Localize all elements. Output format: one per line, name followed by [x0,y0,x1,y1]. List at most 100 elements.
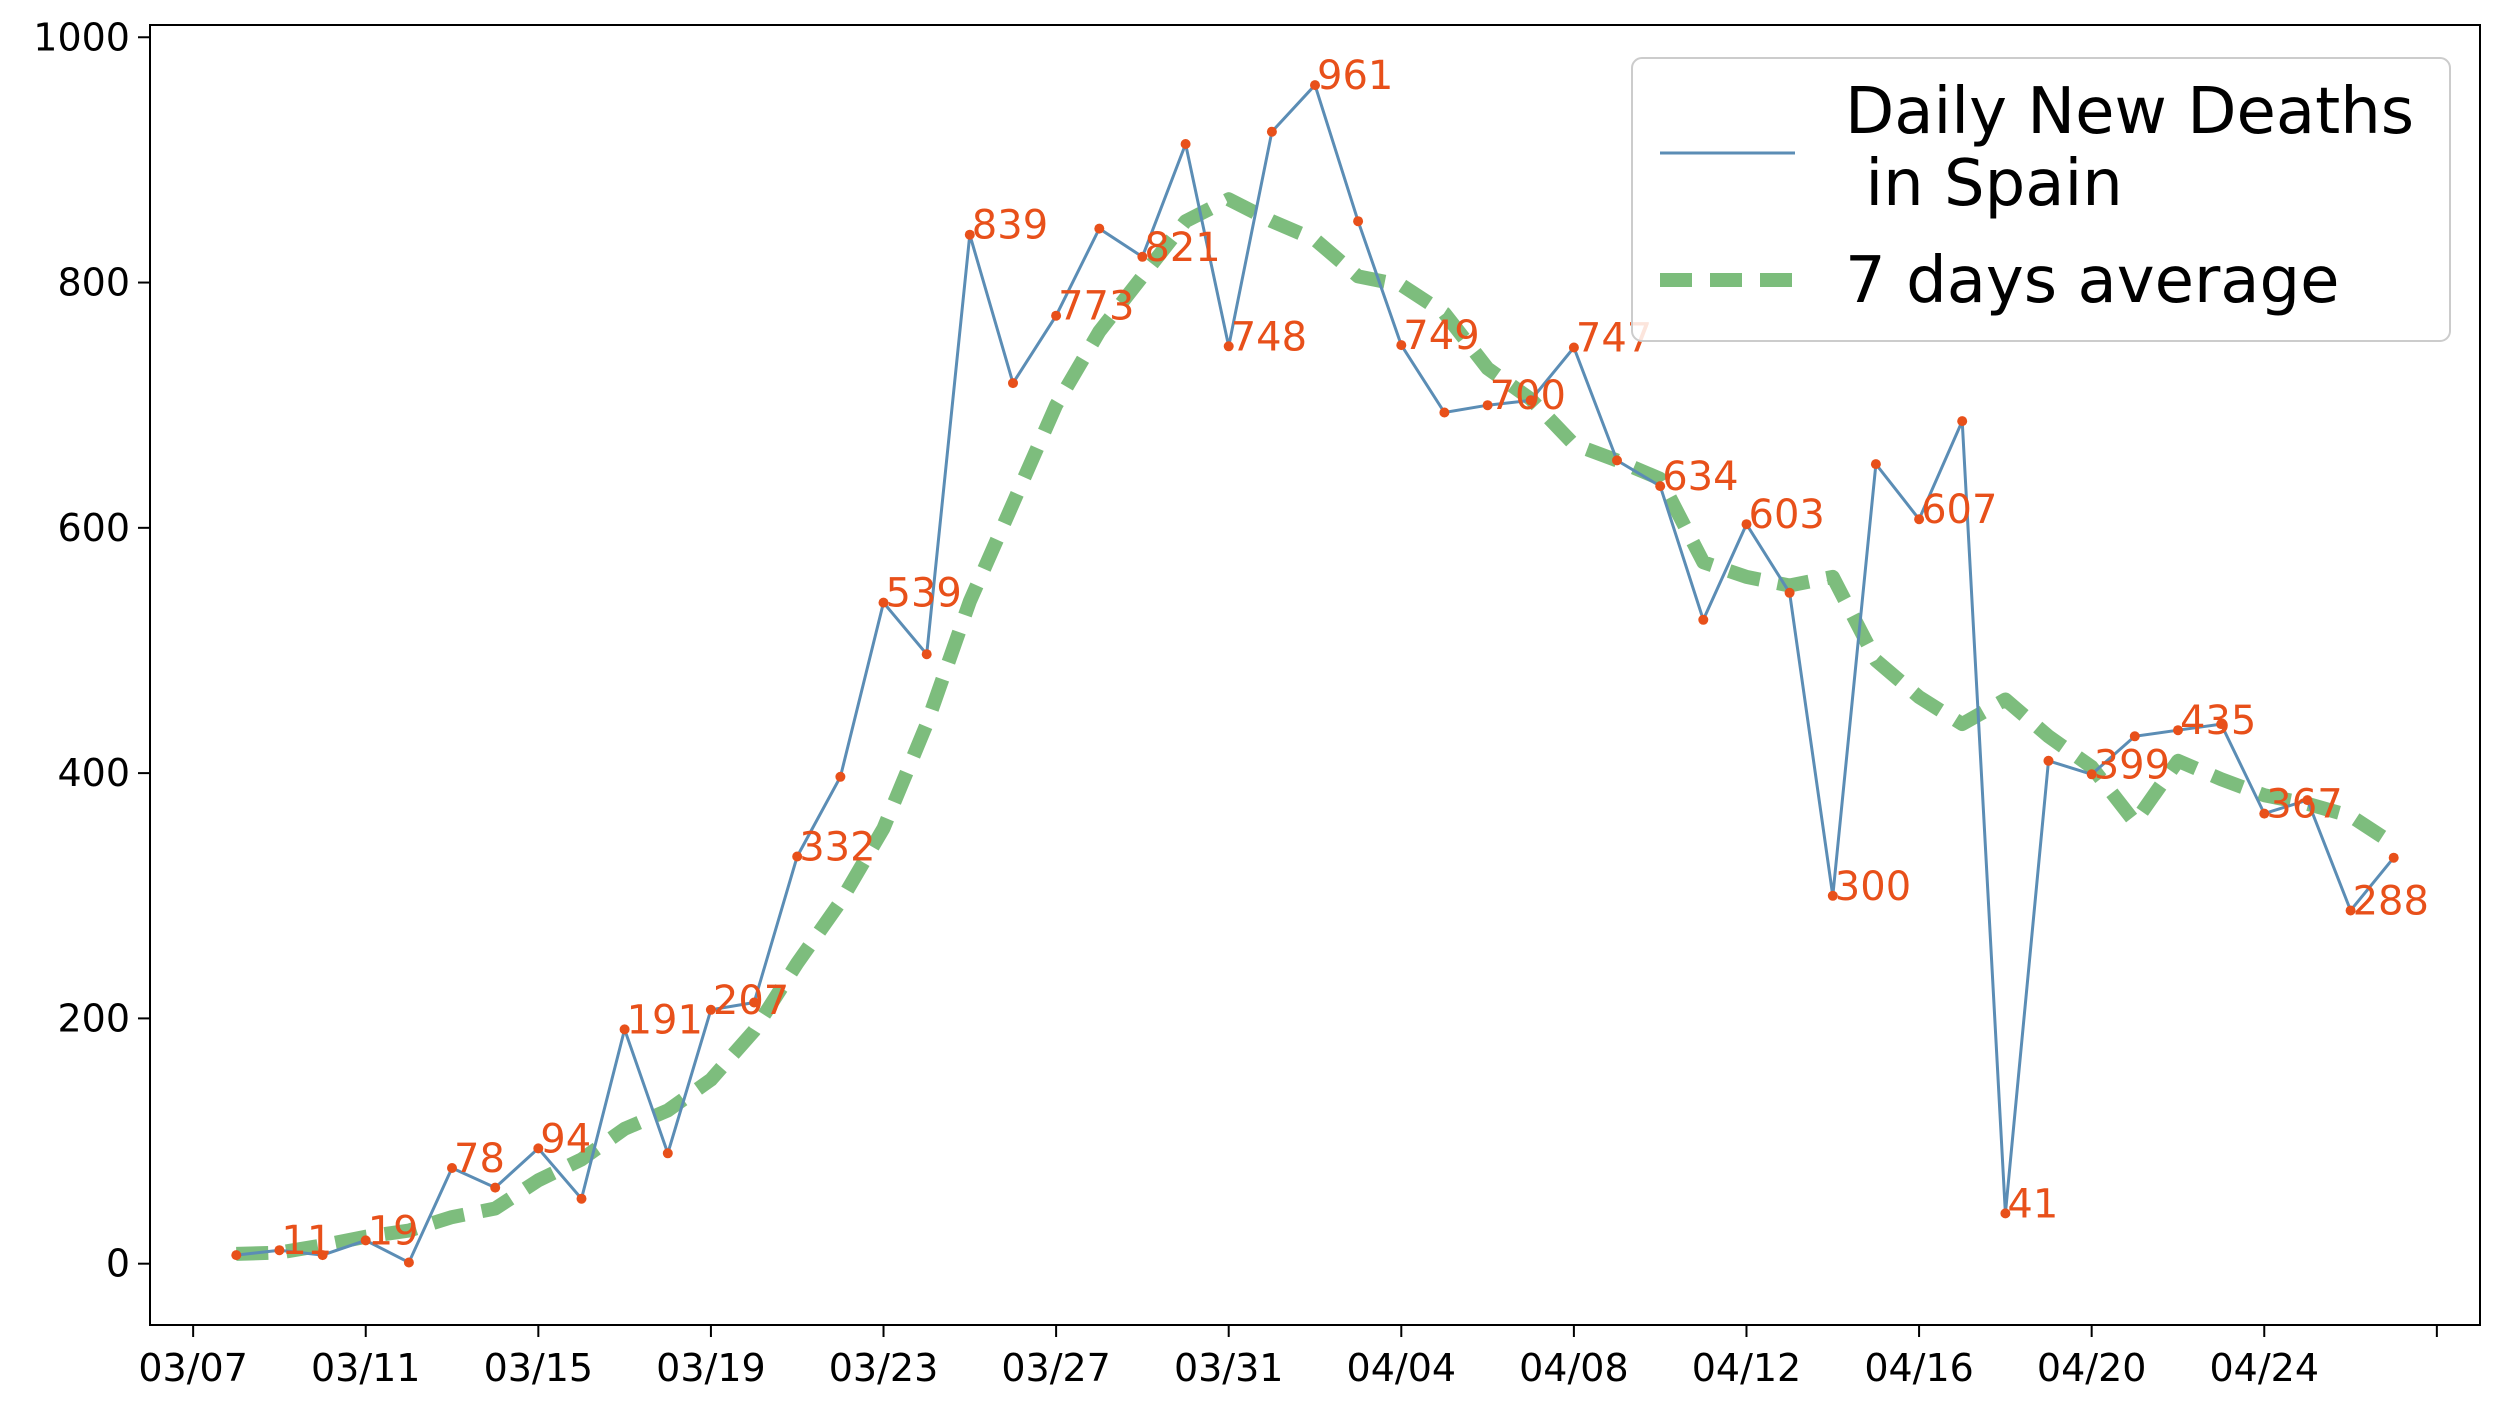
data-label: 94 [540,1116,591,1162]
data-label: 961 [1317,53,1393,99]
data-point [835,771,846,782]
y-tick-label: 600 [57,506,130,550]
data-points-layer [231,80,2399,1268]
data-label: 748 [1231,314,1307,360]
data-point [1827,890,1838,901]
data-point [964,229,975,240]
data-label: 607 [1921,487,1997,533]
data-point [1655,481,1666,492]
data-label: 367 [2266,782,2342,828]
data-point [1612,455,1622,466]
data-label: 41 [2007,1181,2058,1227]
x-tick-label: 04/24 [2210,1346,2320,1390]
x-tick-label: 03/07 [138,1346,248,1390]
data-label: 603 [1749,492,1825,538]
data-point [1698,614,1709,625]
data-point [792,851,803,862]
y-tick-label: 800 [57,261,130,305]
data-point [749,997,760,1008]
data-point [619,1024,630,1035]
y-tick-label: 1000 [33,15,130,59]
y-axis: 0 200 400 600 800 1000 [33,15,150,1286]
data-point [1439,407,1450,418]
data-point [1266,126,1277,137]
legend: Daily New Deaths in Spain 7 days average [1631,57,2451,342]
data-point [1180,139,1191,149]
x-tick-label: 03/31 [1174,1346,1284,1390]
legend-label-daily-line2: in Spain [1845,147,2123,221]
data-label: 207 [713,978,789,1024]
data-point [878,597,889,608]
data-point [2216,719,2227,730]
data-point [317,1250,328,1261]
x-axis: 03/07 03/11 03/15 03/19 03/23 03/27 03/31 04/04… [138,1325,2438,1390]
y-tick-label: 400 [57,751,130,795]
data-label: 399 [2094,742,2170,788]
data-label: 78 [454,1136,505,1182]
x-tick-label: 04/04 [1347,1346,1457,1390]
data-point [403,1257,414,1268]
data-point [2000,1208,2011,1219]
y-tick-label: 0 [106,1242,130,1286]
data-label: 300 [1835,864,1911,910]
x-tick-label: 03/23 [829,1346,939,1390]
data-label: 11 [281,1218,332,1264]
data-point [2086,769,2097,780]
average-series-layer [236,192,2398,1261]
data-point [1353,216,1364,227]
x-tick-label: 04/08 [1519,1346,1629,1390]
data-point [1870,459,1881,470]
x-tick-label: 03/11 [311,1346,421,1390]
data-label: 539 [886,571,962,617]
data-point [1784,587,1795,598]
data-point [274,1245,285,1256]
data-point [1482,400,1493,411]
data-label: 288 [2353,879,2429,925]
data-label: 821 [1144,225,1220,271]
data-label: 839 [972,203,1048,249]
legend-label-daily: Daily New Deaths in Spain [1845,75,2434,221]
data-label: 191 [627,997,703,1043]
data-point [360,1235,371,1246]
x-tick-label: 03/15 [484,1346,594,1390]
legend-label-average: 7 days average [1845,244,2339,318]
data-point [2173,725,2183,736]
data-label: 332 [799,825,875,871]
data-point [2345,905,2356,916]
data-point [2302,795,2313,806]
x-tick-label: 03/27 [1001,1346,1111,1390]
data-point [1137,251,1148,262]
data-point [2388,852,2399,863]
data-point [2043,755,2054,766]
x-tick-label: 04/20 [2037,1346,2147,1390]
data-label: 634 [1662,454,1738,500]
data-point [1957,416,1968,427]
data-label: 435 [2180,698,2256,744]
data-point [921,649,932,660]
legend-box [1631,57,2451,342]
data-point [490,1182,501,1193]
data-point [1008,378,1018,389]
data-point [705,1004,716,1015]
legend-label-daily-line1: Daily New Deaths [1845,75,2414,149]
data-point [1525,395,1536,406]
data-point [1223,341,1234,352]
data-point [1051,310,1062,321]
data-point [576,1193,587,1204]
data-point [2129,731,2140,742]
data-point [662,1148,673,1159]
data-point [447,1163,457,1173]
data-label: 19 [368,1208,419,1254]
data-point [1310,80,1320,91]
data-point [533,1143,544,1154]
data-point [1094,223,1105,234]
data-point [1914,514,1925,525]
data-label: 749 [1403,313,1479,359]
x-tick-label: 03/19 [656,1346,766,1390]
x-tick-label: 04/12 [1692,1346,1802,1390]
data-point [1396,340,1407,351]
data-point [2259,808,2270,819]
series-line-7-day-average [236,192,2398,1261]
y-tick-label: 200 [57,996,130,1040]
